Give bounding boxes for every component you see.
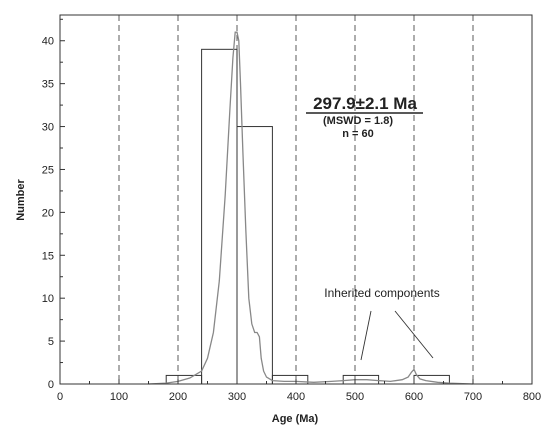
x-axis-label: Age (Ma) xyxy=(272,413,319,425)
x-tick-label: 600 xyxy=(405,391,423,403)
age-result-annotation: 297.9±2.1 Ma xyxy=(313,94,417,113)
histogram-bar-4 xyxy=(271,374,309,385)
y-axis-tick-labels: 0 5 10 15 20 25 30 35 40 xyxy=(42,36,54,391)
axis-ticks xyxy=(59,18,533,385)
y-tick-label: 40 xyxy=(42,36,54,48)
x-tick-label: 0 xyxy=(57,391,63,403)
y-tick-label: 35 xyxy=(42,79,54,91)
inherited-components-annotation: Inherited components xyxy=(324,286,439,300)
x-tick-label: 200 xyxy=(169,391,187,403)
y-axis-label: Number xyxy=(15,179,27,221)
dashed-gridlines xyxy=(118,15,474,384)
y-tick-label: 25 xyxy=(42,164,54,176)
probability-density-curve xyxy=(148,31,474,385)
y-tick-label: 10 xyxy=(42,293,54,305)
mswd-annotation: (MSWD = 1.8) xyxy=(323,115,393,127)
y-tick-label: 20 xyxy=(42,207,54,219)
x-tick-label: 700 xyxy=(464,391,482,403)
inherited-pointer-right xyxy=(394,310,434,359)
y-tick-label: 15 xyxy=(42,250,54,262)
inherited-pointer-left xyxy=(360,310,372,361)
histogram-bar-3 xyxy=(236,126,273,385)
x-tick-label: 400 xyxy=(287,391,305,403)
n-count-annotation: n = 60 xyxy=(342,128,374,140)
x-tick-label: 300 xyxy=(228,391,246,403)
y-tick-label: 5 xyxy=(48,336,54,348)
x-axis-tick-labels: 0 100 200 300 400 500 600 700 800 xyxy=(57,391,541,403)
x-tick-label: 800 xyxy=(523,391,541,403)
x-tick-label: 100 xyxy=(110,391,128,403)
histogram-bar-2 xyxy=(201,48,238,385)
y-tick-label: 0 xyxy=(48,379,54,391)
x-tick-label: 500 xyxy=(346,391,364,403)
y-tick-label: 30 xyxy=(42,122,54,134)
